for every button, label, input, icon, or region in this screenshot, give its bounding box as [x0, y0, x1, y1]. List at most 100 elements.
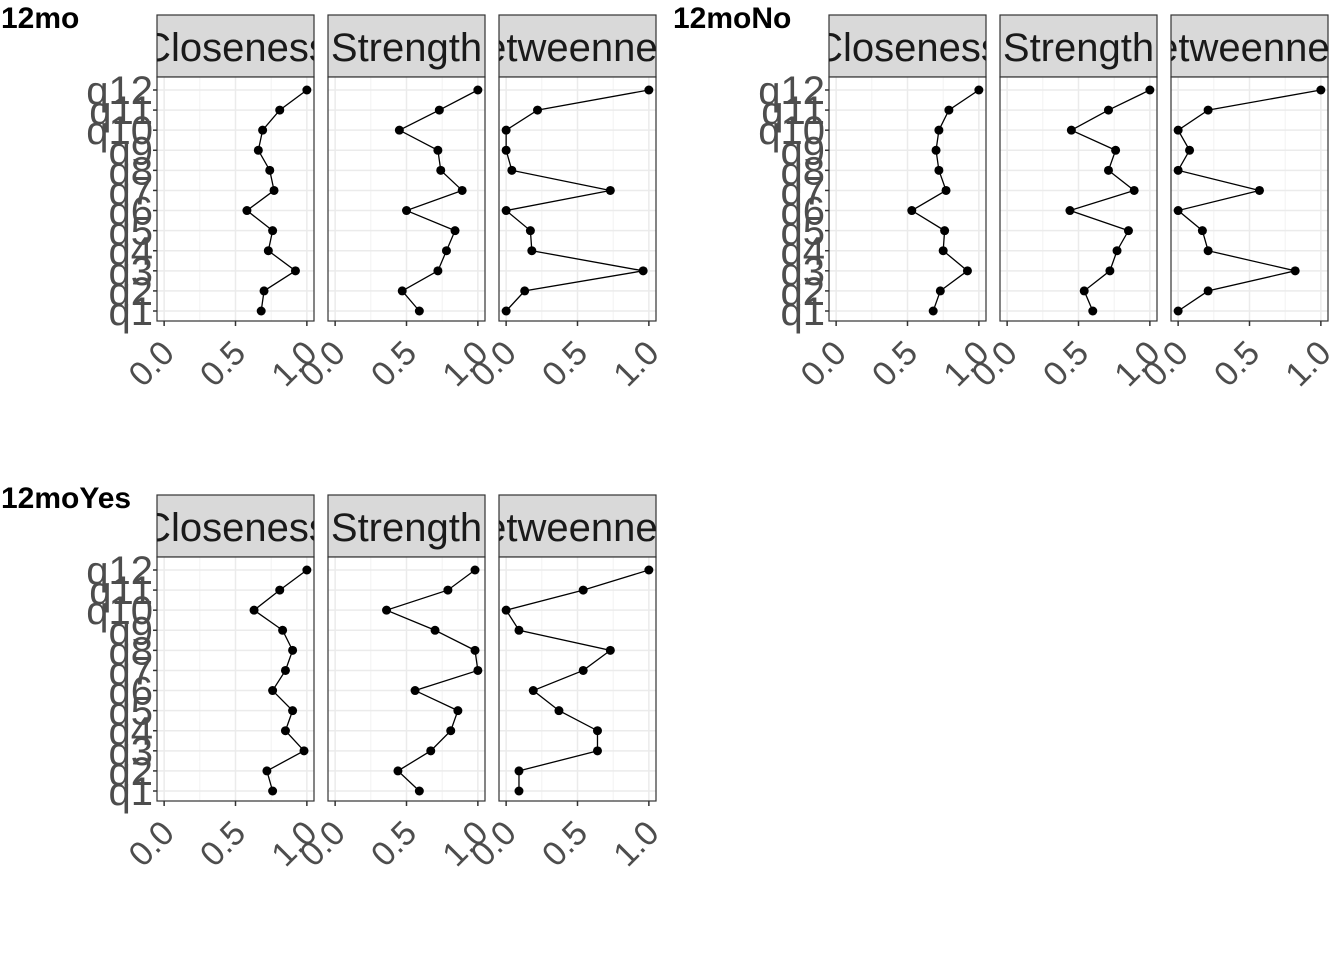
data-point-q2 — [514, 766, 524, 776]
data-point-q10 — [1066, 125, 1076, 135]
x-tick-label: 0.0 — [122, 334, 182, 394]
data-point-q4 — [592, 726, 602, 736]
data-point-q5 — [1123, 226, 1133, 236]
x-tick-label: 0.5 — [193, 814, 253, 874]
data-point-q4 — [938, 246, 948, 256]
data-point-q3 — [1105, 266, 1115, 276]
y-tick-label: q9 — [109, 609, 154, 653]
data-point-q4 — [280, 726, 290, 736]
x-tick-label: 0.5 — [535, 814, 595, 874]
y-tick-label: q5 — [109, 210, 154, 254]
chart-12moNo: 12moNo q1q2q3q4q5q6q7q8q9q10q11q12Closene… — [673, 2, 1344, 394]
data-point-q10 — [258, 125, 268, 135]
data-point-q2 — [520, 286, 530, 296]
y-tick-label: q10 — [758, 109, 825, 153]
series-line — [1176, 89, 1321, 312]
facet-strip-label: Betweenness — [457, 506, 697, 550]
data-point-q11 — [1203, 105, 1213, 115]
y-tick-label: q4 — [109, 710, 154, 754]
y-tick-label: q2 — [109, 270, 154, 314]
data-point-q4 — [1203, 246, 1213, 256]
data-point-q9 — [514, 625, 524, 635]
data-point-q8 — [288, 645, 298, 655]
chart-12moYes: 12moYes q1q2q3q4q5q6q7q8q9q10q11q12Closen… — [1, 482, 697, 874]
data-point-q3 — [433, 266, 443, 276]
data-point-q11 — [275, 585, 285, 595]
data-point-q3 — [299, 746, 309, 756]
y-tick-label: q2 — [109, 750, 154, 794]
data-point-q5 — [940, 226, 950, 236]
data-point-q12 — [470, 565, 480, 575]
facet-strip — [498, 14, 657, 78]
data-point-q11 — [578, 585, 588, 595]
facet-strip-label: Closeness — [142, 506, 329, 550]
facet-strip-label: Betweenness — [1129, 26, 1344, 70]
y-tick-label: q12 — [86, 69, 153, 113]
data-point-q12 — [473, 85, 483, 95]
y-tick-label: q11 — [761, 89, 825, 133]
data-point-q3 — [290, 266, 300, 276]
data-point-q6 — [268, 686, 278, 696]
facet-strip-label: Betweenness — [457, 26, 697, 70]
y-tick-label: q3 — [109, 730, 154, 774]
y-tick-label: q2 — [781, 270, 826, 314]
data-point-q12 — [302, 85, 312, 95]
data-point-q5 — [288, 706, 298, 716]
y-tick-label: q11 — [89, 569, 153, 613]
data-point-q7 — [457, 185, 467, 195]
data-point-q11 — [434, 105, 444, 115]
data-point-q1 — [514, 786, 524, 796]
data-point-q6 — [528, 686, 538, 696]
x-tick-label: 0.5 — [364, 814, 424, 874]
y-tick-label: q8 — [109, 149, 154, 193]
x-tick-label: 0.5 — [364, 334, 424, 394]
data-point-q9 — [278, 625, 288, 635]
data-point-q8 — [436, 165, 446, 175]
data-point-q7 — [269, 185, 279, 195]
chart-title: 12mo — [1, 2, 79, 35]
data-point-q7 — [941, 185, 951, 195]
data-point-q9 — [430, 625, 440, 635]
facet-strip — [828, 14, 987, 78]
data-point-q9 — [253, 145, 263, 155]
chart-title: 12moYes — [1, 482, 131, 515]
y-tick-label: q4 — [109, 230, 154, 274]
data-point-q7 — [605, 185, 615, 195]
data-point-q10 — [1173, 125, 1183, 135]
data-point-q2 — [1079, 286, 1089, 296]
x-tick-label: 1.0 — [606, 814, 666, 874]
data-point-q11 — [275, 105, 285, 115]
y-tick-label: q5 — [781, 210, 826, 254]
data-point-q8 — [265, 165, 275, 175]
data-point-q6 — [907, 206, 917, 216]
series-line — [504, 89, 649, 312]
data-point-q2 — [259, 286, 269, 296]
data-point-q11 — [533, 105, 543, 115]
data-point-q12 — [1145, 85, 1155, 95]
facet-strip-label: Strength — [331, 26, 482, 70]
y-tick-label: q7 — [109, 169, 154, 213]
data-point-q9 — [501, 145, 511, 155]
x-tick-label: 0.5 — [1036, 334, 1096, 394]
data-point-q1 — [501, 306, 511, 316]
y-tick-label: q7 — [109, 649, 154, 693]
data-point-q11 — [1103, 105, 1113, 115]
data-point-q8 — [507, 165, 517, 175]
data-point-q5 — [450, 226, 460, 236]
data-point-q3 — [962, 266, 972, 276]
data-point-q1 — [414, 306, 424, 316]
data-point-q5 — [453, 706, 463, 716]
y-tick-label: q8 — [109, 629, 154, 673]
data-point-q9 — [1111, 145, 1121, 155]
data-point-q5 — [554, 706, 564, 716]
data-point-q1 — [928, 306, 938, 316]
data-point-q6 — [242, 206, 252, 216]
series-line — [505, 569, 650, 791]
data-point-q2 — [1203, 286, 1213, 296]
data-point-q4 — [441, 246, 451, 256]
y-tick-label: q6 — [109, 190, 154, 234]
data-point-q8 — [470, 645, 480, 655]
